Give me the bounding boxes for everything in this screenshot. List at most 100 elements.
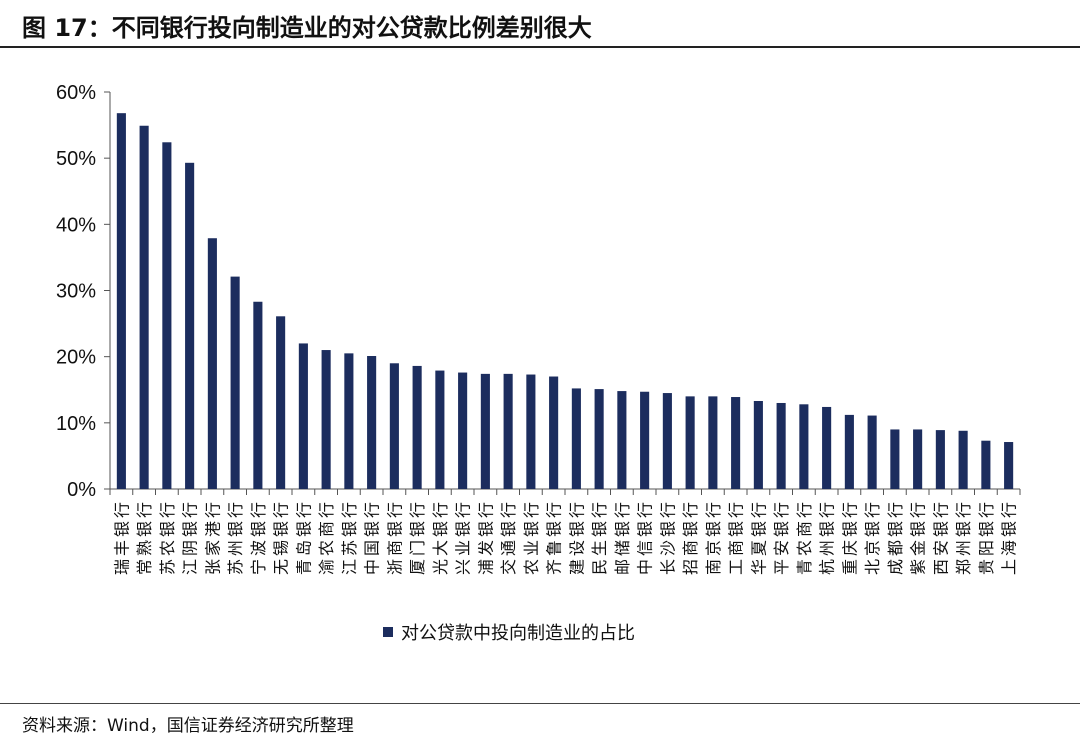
legend-swatch — [383, 627, 393, 637]
bars — [116, 113, 1014, 490]
x-tick-label: 北京银行 — [863, 499, 882, 575]
bar — [662, 393, 672, 489]
source-divider — [0, 703, 1080, 704]
x-tick-label: 郑州银行 — [954, 499, 973, 575]
x-tick-label: 江苏银行 — [340, 499, 359, 575]
bar — [549, 376, 559, 489]
x-tick-label: 招商银行 — [681, 499, 700, 575]
bar — [935, 430, 945, 489]
x-tick-label: 苏州银行 — [226, 499, 245, 575]
bar — [367, 356, 377, 489]
y-tick-label: 10% — [56, 413, 96, 435]
bar — [867, 415, 877, 489]
x-tick-label: 民生银行 — [590, 499, 609, 575]
x-tick-label: 光大银行 — [431, 499, 450, 575]
bar — [389, 363, 399, 489]
bar — [435, 370, 445, 489]
bar — [958, 430, 968, 489]
bar — [981, 440, 991, 489]
bar — [185, 162, 195, 489]
x-tick-label: 渝农商行 — [317, 499, 336, 575]
legend-label: 对公贷款中投向制造业的占比 — [401, 623, 635, 644]
x-tick-label: 南京银行 — [704, 499, 723, 575]
bar — [480, 373, 490, 489]
x-tick-label: 无锡银行 — [272, 499, 291, 575]
y-axis: 0% 10% 20% 30% 40% 50% 60% — [56, 82, 111, 501]
x-tick-label: 中国银行 — [363, 499, 382, 575]
x-tick-label: 工商银行 — [727, 499, 746, 575]
x-tick-label: 农业银行 — [522, 499, 541, 575]
bar — [412, 365, 422, 489]
x-tick-label: 苏农银行 — [158, 499, 177, 575]
bar — [162, 142, 172, 489]
bar — [139, 125, 149, 490]
x-tick-labels: 瑞丰银行 常熟银行 苏农银行 江阴银行 张家港行 苏州银行 宁波银行 无锡银行 青岛银行 渝农商行… — [112, 499, 1018, 575]
bar — [617, 391, 627, 489]
bar — [640, 391, 650, 489]
bar — [731, 397, 741, 489]
x-tick-label: 西安银行 — [931, 499, 950, 575]
y-tick-label: 20% — [56, 347, 96, 369]
bar — [298, 343, 308, 489]
x-tick-label: 交通银行 — [499, 499, 518, 575]
bar — [503, 373, 513, 489]
x-tick-label: 兴业银行 — [454, 499, 473, 575]
bar — [344, 353, 354, 489]
y-tick-label: 60% — [56, 82, 96, 104]
bar — [207, 238, 217, 489]
x-tick-label: 成都银行 — [886, 499, 905, 575]
bar — [753, 400, 763, 489]
bar — [776, 402, 786, 489]
x-tick-label: 瑞丰银行 — [112, 499, 131, 575]
x-tick-label: 浙商银行 — [385, 499, 404, 575]
bar — [116, 113, 126, 489]
y-tick-label: 50% — [56, 148, 96, 170]
x-tick-label: 建设银行 — [567, 499, 586, 575]
bar — [708, 396, 718, 489]
y-tick-label: 40% — [56, 214, 96, 236]
bar — [230, 276, 240, 489]
x-tick-label: 张家港行 — [203, 499, 222, 575]
x-tick-label: 宁波银行 — [249, 499, 268, 575]
bar — [913, 429, 923, 489]
x-tick-label: 紫金银行 — [909, 499, 928, 575]
source-note: 资料来源：Wind，国信证券经济研究所整理 — [22, 716, 354, 736]
bar — [253, 301, 263, 489]
bar — [321, 350, 331, 489]
chart-title: 图 17：不同银行投向制造业的对公贷款比例差别很大 — [22, 14, 592, 42]
bar — [526, 374, 536, 489]
x-tick-label: 平安银行 — [772, 499, 791, 575]
x-tick-label: 青农商行 — [795, 499, 814, 575]
bar — [822, 406, 832, 489]
x-tick-label: 常熟银行 — [135, 499, 154, 575]
bar — [276, 316, 286, 489]
bar — [571, 388, 581, 489]
legend: 对公贷款中投向制造业的占比 — [383, 619, 635, 645]
x-tick-label: 厦门银行 — [408, 499, 427, 575]
header: 图 17：不同银行投向制造业的对公贷款比例差别很大 — [0, 0, 1080, 48]
x-tick-label: 上海银行 — [1000, 499, 1019, 575]
bar — [844, 414, 854, 489]
bar — [458, 372, 468, 489]
title-divider — [0, 46, 1080, 48]
x-tick-label: 邮储银行 — [613, 499, 632, 575]
x-tick-label: 中信银行 — [636, 499, 655, 575]
bar — [890, 429, 900, 489]
y-tick-label: 0% — [67, 479, 96, 501]
x-tick-label: 贵阳银行 — [977, 499, 996, 575]
x-tick-label: 青岛银行 — [294, 499, 313, 575]
y-tick-label: 30% — [56, 281, 96, 303]
bar — [594, 389, 604, 489]
bar — [1004, 442, 1014, 489]
x-axis — [109, 488, 1021, 495]
bar-chart: 0% 10% 20% 30% 40% 50% 60% 瑞丰银行 常熟银行 苏农银行 江阴银行 张家港… — [56, 82, 1021, 575]
x-tick-label: 杭州银行 — [818, 499, 837, 575]
x-tick-label: 重庆银行 — [840, 499, 859, 575]
x-tick-label: 长沙银行 — [658, 499, 677, 575]
x-tick-label: 江阴银行 — [181, 499, 200, 575]
x-tick-label: 华夏银行 — [749, 499, 768, 575]
bar — [799, 404, 809, 489]
x-tick-label: 齐鲁银行 — [545, 499, 564, 575]
bar — [685, 396, 695, 489]
x-tick-label: 浦发银行 — [476, 499, 495, 575]
